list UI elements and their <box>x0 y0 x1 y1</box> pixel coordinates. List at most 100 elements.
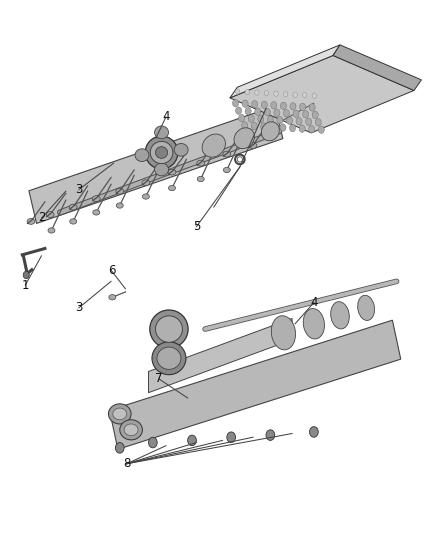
Text: 5: 5 <box>193 220 200 233</box>
Circle shape <box>303 93 307 98</box>
Ellipse shape <box>113 408 127 419</box>
Ellipse shape <box>116 188 124 194</box>
Circle shape <box>23 271 29 279</box>
Text: 4: 4 <box>162 110 170 124</box>
Ellipse shape <box>27 219 35 224</box>
Ellipse shape <box>169 185 176 191</box>
Ellipse shape <box>261 122 279 141</box>
Ellipse shape <box>109 295 116 300</box>
Polygon shape <box>230 45 340 98</box>
Ellipse shape <box>155 126 169 139</box>
Circle shape <box>312 93 317 99</box>
Ellipse shape <box>197 160 205 166</box>
Ellipse shape <box>152 342 186 375</box>
Circle shape <box>264 91 268 96</box>
Text: 7: 7 <box>155 373 162 385</box>
Circle shape <box>254 108 261 115</box>
Text: 3: 3 <box>75 301 82 314</box>
Ellipse shape <box>202 134 226 157</box>
Circle shape <box>309 125 315 133</box>
Ellipse shape <box>92 196 100 201</box>
Circle shape <box>318 126 324 133</box>
Ellipse shape <box>174 143 188 156</box>
Circle shape <box>261 101 267 109</box>
Circle shape <box>283 92 288 97</box>
Polygon shape <box>333 45 421 91</box>
Ellipse shape <box>46 212 54 217</box>
Ellipse shape <box>358 295 374 320</box>
Circle shape <box>233 100 239 107</box>
Ellipse shape <box>150 310 188 348</box>
Circle shape <box>258 115 264 123</box>
Circle shape <box>290 124 296 132</box>
Circle shape <box>290 103 296 110</box>
Ellipse shape <box>93 210 100 215</box>
Ellipse shape <box>69 204 77 210</box>
Text: 2: 2 <box>38 211 46 224</box>
Text: 1: 1 <box>21 279 29 292</box>
Circle shape <box>270 123 276 131</box>
Circle shape <box>286 117 293 124</box>
Ellipse shape <box>234 128 254 149</box>
Ellipse shape <box>109 404 131 424</box>
Text: 4: 4 <box>310 296 318 309</box>
Ellipse shape <box>150 141 173 164</box>
Circle shape <box>310 426 318 437</box>
Circle shape <box>239 114 245 122</box>
Circle shape <box>264 109 270 116</box>
Circle shape <box>296 117 302 125</box>
Ellipse shape <box>157 347 181 369</box>
Circle shape <box>309 104 315 111</box>
Circle shape <box>242 122 248 129</box>
Circle shape <box>306 118 312 125</box>
Ellipse shape <box>223 151 231 157</box>
Circle shape <box>277 116 283 124</box>
Circle shape <box>274 109 280 116</box>
Text: 3: 3 <box>75 183 82 196</box>
Polygon shape <box>230 55 414 133</box>
Ellipse shape <box>303 309 325 339</box>
Circle shape <box>187 435 196 446</box>
Circle shape <box>245 90 250 95</box>
Circle shape <box>293 92 297 98</box>
Circle shape <box>303 111 309 118</box>
Ellipse shape <box>135 149 149 161</box>
Circle shape <box>280 102 286 110</box>
Ellipse shape <box>142 194 149 199</box>
Ellipse shape <box>120 419 142 440</box>
Circle shape <box>299 125 305 132</box>
Circle shape <box>248 115 254 122</box>
Ellipse shape <box>249 143 257 149</box>
Circle shape <box>236 89 240 94</box>
Text: 6: 6 <box>108 264 115 277</box>
Circle shape <box>271 102 277 109</box>
Circle shape <box>267 116 273 123</box>
Circle shape <box>261 123 267 130</box>
Ellipse shape <box>155 147 168 158</box>
Ellipse shape <box>145 136 178 169</box>
Circle shape <box>274 91 278 96</box>
Circle shape <box>148 437 157 448</box>
Circle shape <box>254 90 259 95</box>
Circle shape <box>293 110 299 117</box>
Circle shape <box>315 118 321 126</box>
Circle shape <box>266 430 275 440</box>
Circle shape <box>251 122 257 130</box>
Circle shape <box>283 110 290 117</box>
Circle shape <box>116 442 124 453</box>
Ellipse shape <box>223 167 230 173</box>
Circle shape <box>312 111 318 118</box>
Circle shape <box>280 124 286 131</box>
Circle shape <box>236 107 242 114</box>
Circle shape <box>227 432 236 442</box>
Ellipse shape <box>124 424 138 435</box>
Ellipse shape <box>168 169 176 175</box>
Ellipse shape <box>142 180 150 185</box>
Ellipse shape <box>48 228 55 233</box>
Polygon shape <box>110 320 401 449</box>
Ellipse shape <box>70 219 77 224</box>
Ellipse shape <box>116 203 123 208</box>
Polygon shape <box>148 318 292 393</box>
Polygon shape <box>29 106 283 223</box>
Circle shape <box>252 101 258 108</box>
